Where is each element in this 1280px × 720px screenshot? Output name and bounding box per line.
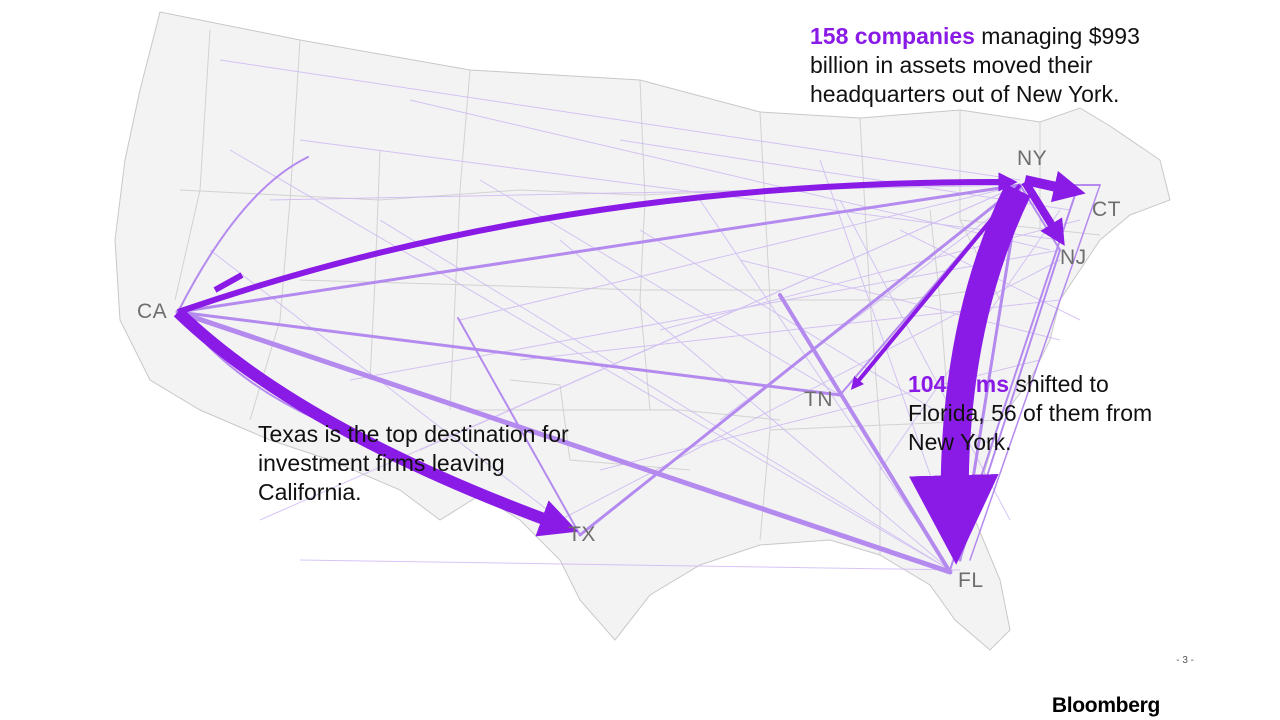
bloomberg-logo: Bloomberg (1051, 694, 1160, 717)
annotation-florida-text: shifted to Florida, 56 of them from New … (908, 371, 1153, 455)
state-label-tn: TN (804, 388, 833, 411)
state-label-ca: CA (137, 300, 168, 323)
page-number: - 3 - (1176, 655, 1194, 666)
state-label-ny: NY (1017, 147, 1048, 170)
state-borders (174, 29, 1101, 555)
annotation-new-york-text: managing $993 billion in assets moved th… (810, 23, 1140, 107)
annotation-texas: Texas is the top destination for investm… (258, 420, 588, 507)
state-label-tx: TX (568, 523, 596, 546)
annotation-new-york-highlight: 158 companies (810, 23, 975, 49)
annotation-new-york: 158 companies managing $993 billion in a… (810, 22, 1140, 109)
annotation-florida-highlight: 104 firms (908, 371, 1010, 397)
annotation-florida: 104 firms shifted to Florida, 56 of them… (908, 370, 1168, 457)
annotation-texas-text: Texas is the top destination for investm… (258, 421, 569, 505)
strong-flows (173, 170, 1086, 565)
state-label-fl: FL (958, 569, 984, 592)
state-label-nj: NJ (1060, 246, 1087, 269)
state-label-ct: CT (1092, 198, 1121, 221)
